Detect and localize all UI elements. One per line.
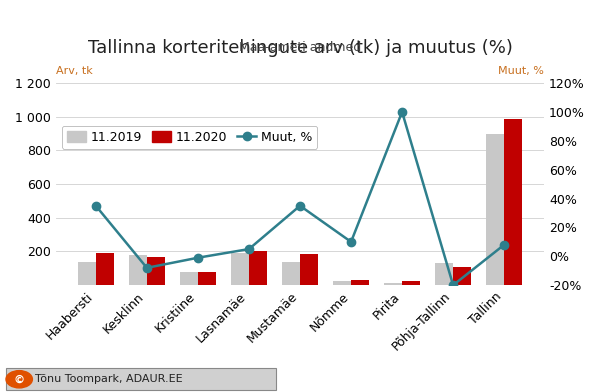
Text: ©: © [14,374,25,384]
Text: Arv, tk: Arv, tk [56,66,92,76]
Bar [402,281,420,285]
Text: Tõnu Toompark, ADAUR.EE: Tõnu Toompark, ADAUR.EE [35,374,182,384]
Bar [180,272,198,285]
Bar [351,280,369,285]
Bar [504,119,522,285]
Bar [333,281,351,285]
Bar [78,261,96,285]
Bar [453,267,471,285]
Bar [282,262,300,285]
Bar [147,258,165,285]
Legend: 11.2019, 11.2020, Muut, %: 11.2019, 11.2020, Muut, % [62,126,317,149]
Bar [487,134,504,285]
Bar [129,255,147,285]
Bar [384,283,402,285]
Bar [96,253,113,285]
Bar [435,263,453,285]
Bar [198,272,216,285]
Bar [231,253,249,285]
Bar [249,252,267,285]
Text: Muut, %: Muut, % [499,66,544,76]
Title: Tallinna korteritehingute arv (tk) ja muutus (%): Tallinna korteritehingute arv (tk) ja mu… [88,38,512,56]
Text: Maa-ameti andmed: Maa-ameti andmed [239,41,361,54]
Bar [300,254,318,285]
